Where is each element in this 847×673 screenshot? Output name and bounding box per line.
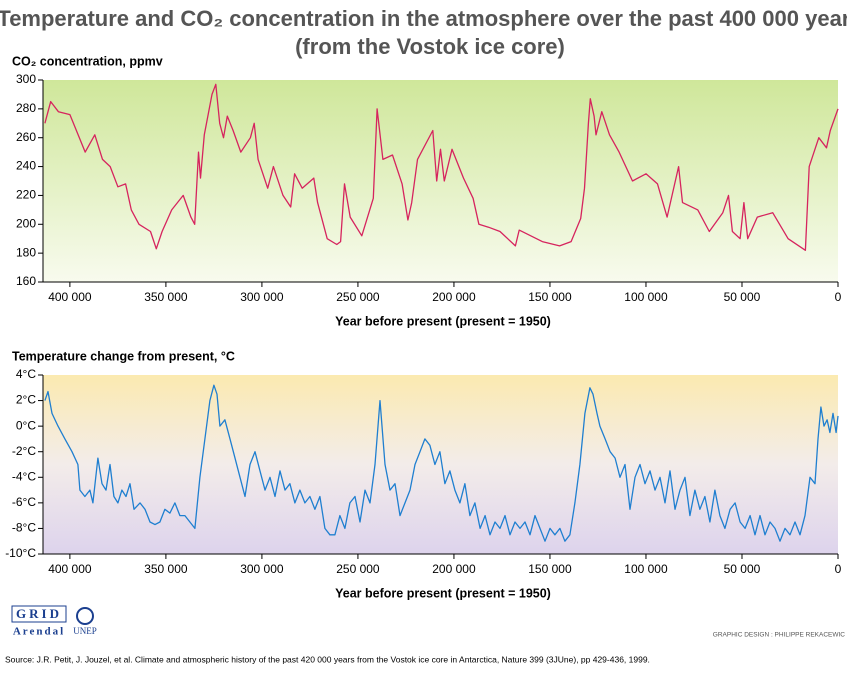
logo-box — [11, 605, 67, 623]
x-tick-label: 350 000 — [144, 290, 188, 304]
y-tick-label: -6°C — [12, 495, 36, 509]
x-tick-label: 250 000 — [336, 290, 380, 304]
y-tick-label: -8°C — [12, 521, 36, 535]
y-tick-label: 2°C — [16, 393, 36, 407]
x-tick-label: 400 000 — [48, 562, 92, 576]
chart-title: Temperature and CO₂ concentration in the… — [0, 6, 847, 31]
y-tick-label: 4°C — [16, 367, 36, 381]
y-tick-label: -10°C — [5, 546, 36, 560]
x-tick-label: 350 000 — [144, 562, 188, 576]
logo-unep-emblem — [76, 607, 94, 625]
source: Source: J.R. Petit, J. Jouzel, et al. Cl… — [5, 654, 650, 664]
logo-arendal: Arendal — [13, 626, 65, 638]
x-tick-label: 0 — [835, 290, 842, 304]
credit: GRAPHIC DESIGN : PHILIPPE REKACEWIC — [713, 632, 845, 639]
x-tick-label: 250 000 — [336, 562, 380, 576]
data-line — [44, 83, 839, 251]
logo-grid: GRID — [16, 606, 62, 621]
x-tick-label: 300 000 — [240, 290, 284, 304]
x-tick-label: 150 000 — [528, 562, 572, 576]
y-tick-label: -4°C — [12, 469, 36, 483]
data-line — [44, 384, 839, 542]
y-axis-label: CO₂ concentration, ppmv — [12, 54, 163, 68]
x-tick-label: 100 000 — [624, 562, 668, 576]
x-tick-label: 100 000 — [624, 290, 668, 304]
logo-unep: UNEP — [73, 626, 97, 636]
x-tick-label: 50 000 — [724, 562, 761, 576]
x-tick-label: 50 000 — [724, 290, 761, 304]
x-tick-label: 150 000 — [528, 290, 572, 304]
y-tick-label: 240 — [16, 159, 36, 173]
x-axis-label: Year before present (present = 1950) — [335, 586, 551, 600]
plot-background — [43, 80, 838, 282]
x-axis-label: Year before present (present = 1950) — [335, 314, 551, 328]
y-axis-label: Temperature change from present, °C — [12, 349, 235, 363]
y-tick-label: 0°C — [16, 418, 36, 432]
x-tick-label: 200 000 — [432, 290, 476, 304]
x-tick-label: 300 000 — [240, 562, 284, 576]
y-tick-label: 200 — [16, 216, 36, 230]
x-tick-label: 400 000 — [48, 290, 92, 304]
y-tick-label: 300 — [16, 72, 36, 86]
y-tick-label: 280 — [16, 101, 36, 115]
x-tick-label: 200 000 — [432, 562, 476, 576]
x-tick-label: 0 — [835, 562, 842, 576]
y-tick-label: 260 — [16, 130, 36, 144]
y-tick-label: 160 — [16, 274, 36, 288]
y-tick-label: 180 — [16, 245, 36, 259]
chart-subtitle: (from the Vostok ice core) — [295, 34, 565, 59]
y-tick-label: 220 — [16, 188, 36, 202]
y-tick-label: -2°C — [12, 444, 36, 458]
plot-background — [43, 375, 838, 554]
